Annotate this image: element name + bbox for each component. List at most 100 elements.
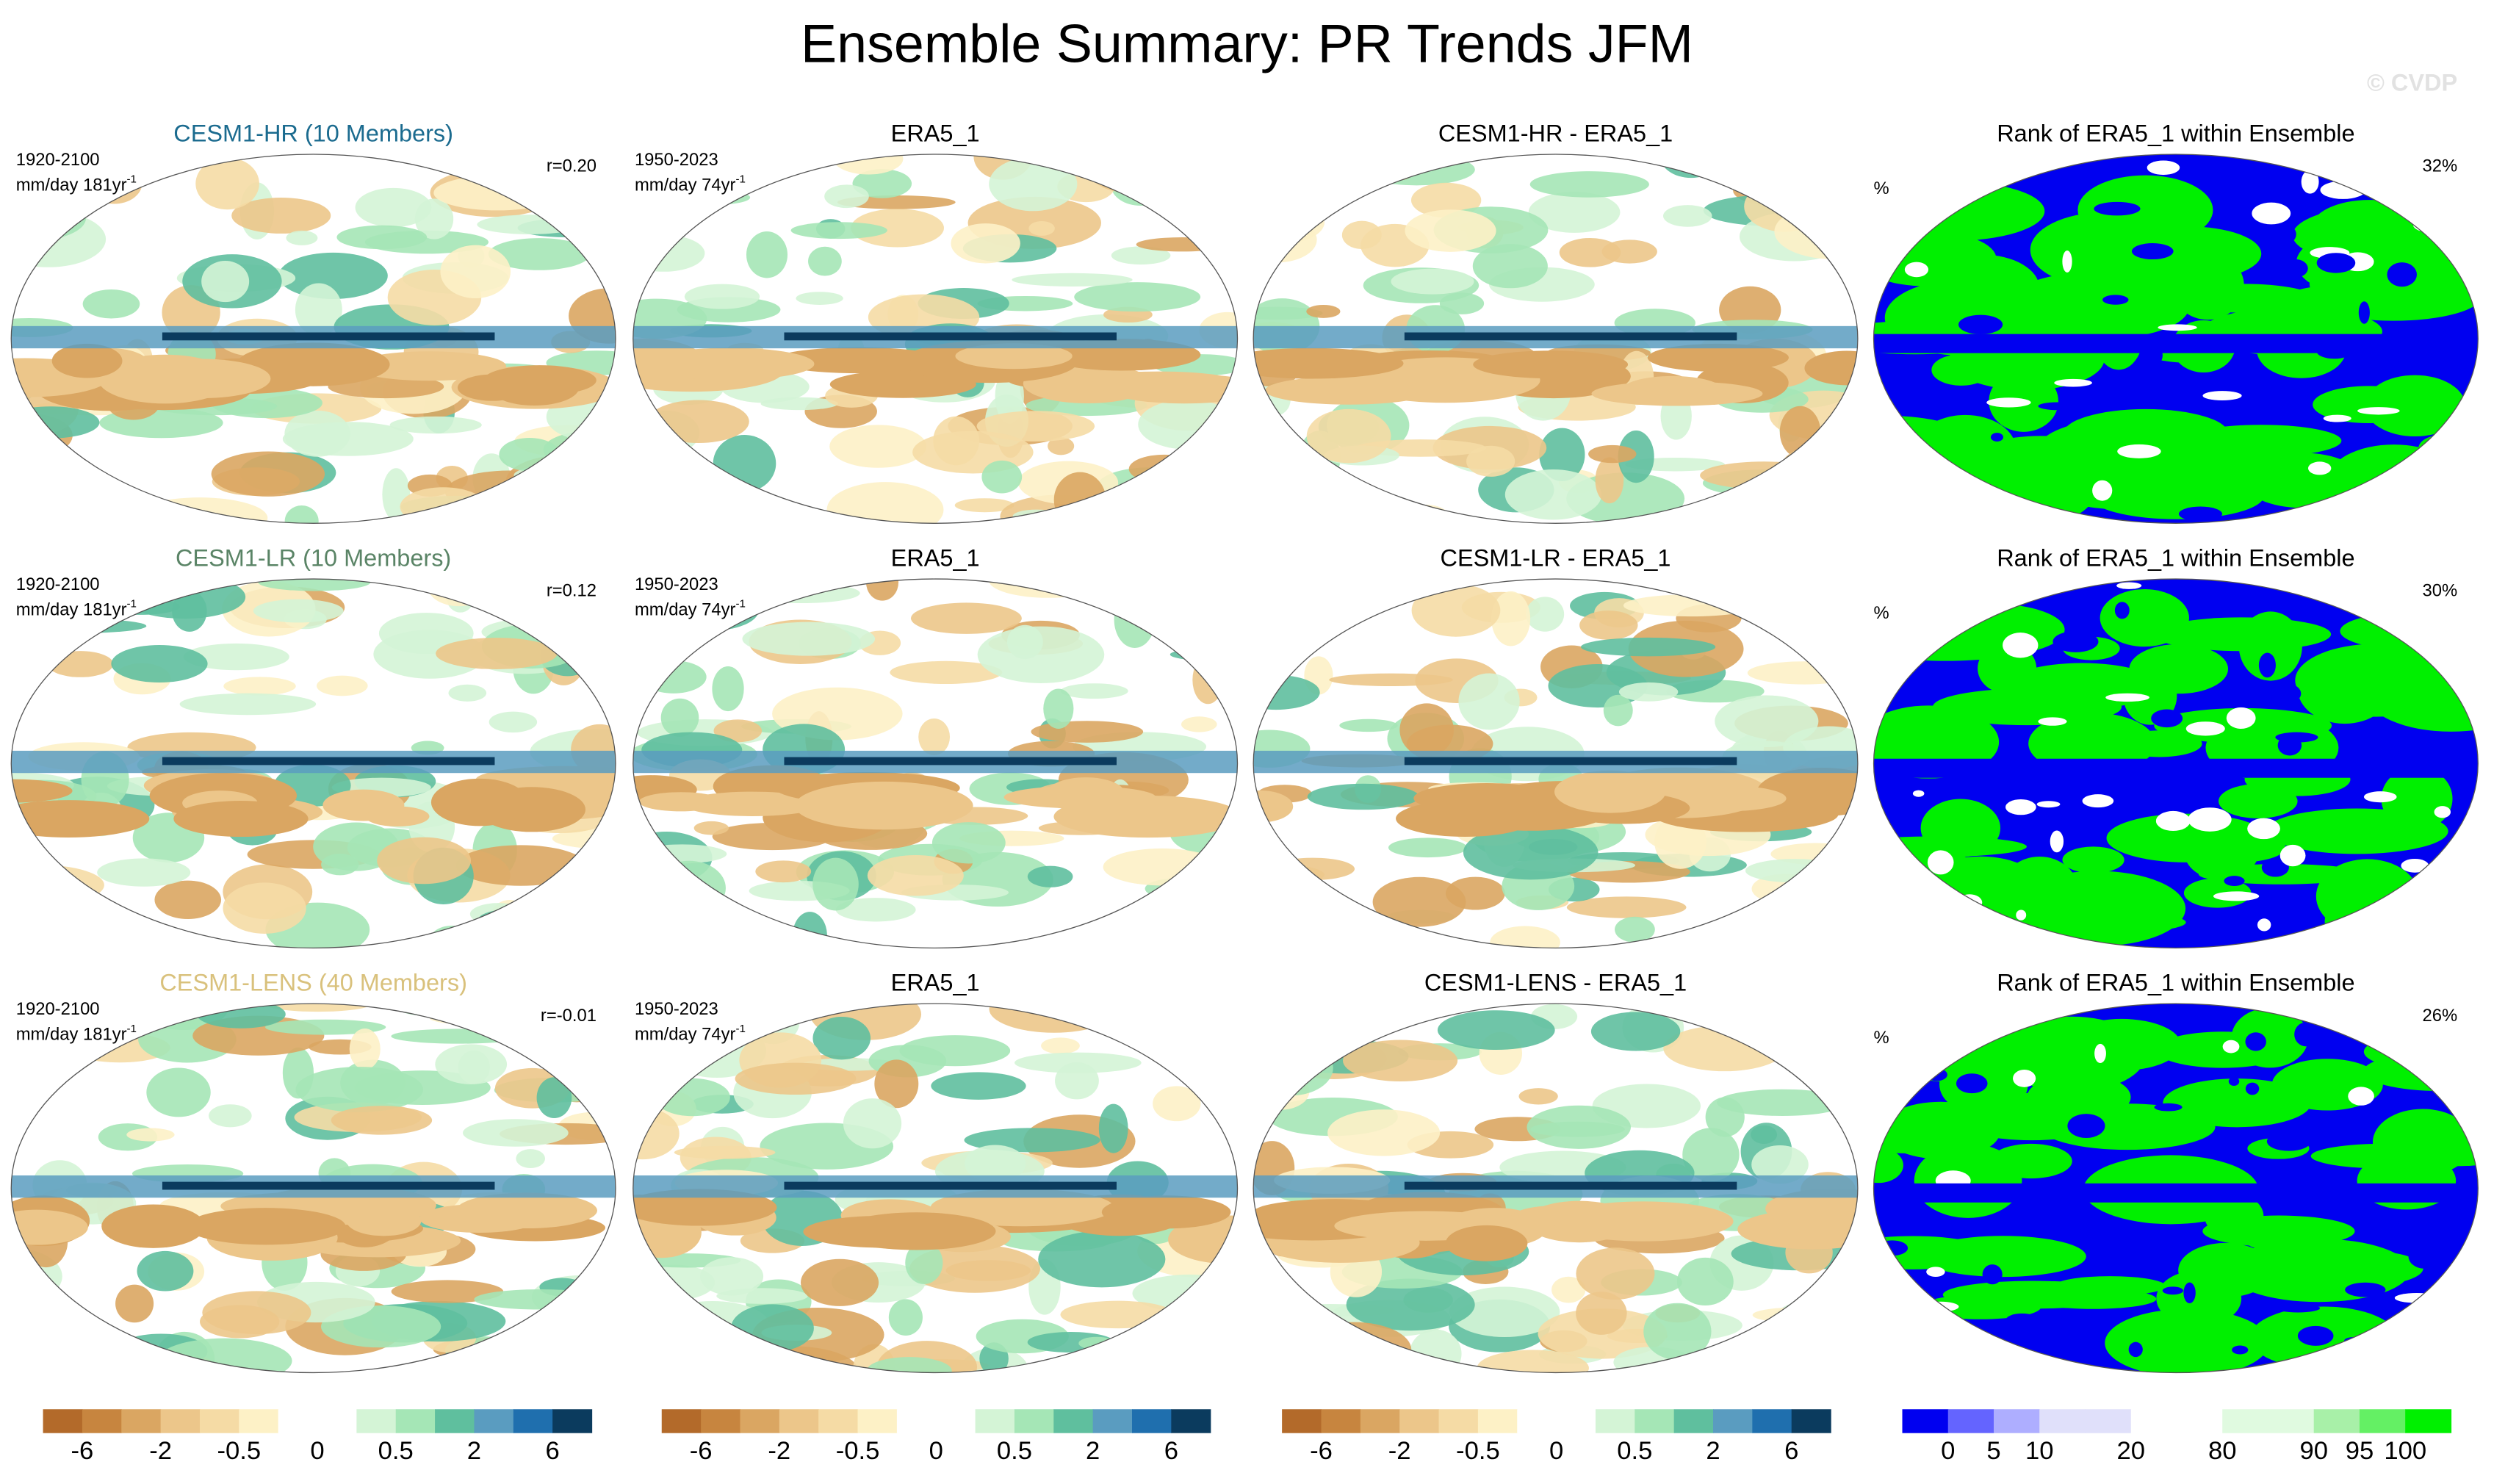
map-blob <box>755 860 812 883</box>
colorbar-label: 0 <box>310 1437 324 1465</box>
map-blob <box>131 497 268 524</box>
map-outline <box>1253 1003 1859 1374</box>
map-blob <box>2323 414 2351 422</box>
colorbar-swatch <box>1595 1409 1635 1433</box>
map-blob <box>1316 585 1364 624</box>
map-blob <box>1773 197 1836 211</box>
map-blob <box>2155 810 2191 832</box>
map-blob <box>1098 1103 1128 1153</box>
map-blob <box>82 289 140 319</box>
map-blob <box>1327 1109 1441 1156</box>
map-blob <box>414 198 454 239</box>
map-blob <box>843 1098 902 1149</box>
map-blob <box>2364 375 2465 437</box>
map-blob <box>2391 607 2479 640</box>
map-blob <box>278 252 388 299</box>
map-blob <box>511 191 592 205</box>
map-blob <box>365 806 430 826</box>
pattern-correlation: r=0.12 <box>547 581 597 601</box>
colorbar-label: -0.5 <box>1456 1437 1500 1465</box>
map-blob <box>1539 428 1585 482</box>
map-blob <box>910 602 1022 634</box>
map-blob <box>474 1289 606 1310</box>
units-text: mm/day 181yr <box>16 176 127 195</box>
map-blob <box>2102 295 2129 305</box>
map-blob <box>1396 800 1535 838</box>
map-blob <box>2245 1082 2260 1095</box>
map-blob <box>712 666 744 712</box>
map-blob <box>1742 581 1837 610</box>
map-blob <box>2162 1286 2184 1295</box>
map-outline <box>1873 154 2479 524</box>
map-blob <box>2307 461 2332 475</box>
map-band <box>784 1181 1117 1190</box>
map-blob <box>183 643 289 671</box>
map-blob <box>173 800 309 838</box>
map-blob <box>1927 850 1954 875</box>
map-blob <box>909 1245 1041 1293</box>
map-blob <box>954 498 1014 513</box>
map-blob <box>2188 807 2232 832</box>
map-blob <box>1643 1303 1712 1361</box>
map-blob <box>1038 1231 1166 1288</box>
map-band <box>1873 334 2479 353</box>
map-blob <box>1472 244 1548 289</box>
map-blob <box>1618 682 1679 702</box>
map-blob <box>1673 785 1787 812</box>
map-blob <box>965 1145 1026 1183</box>
map-blob <box>1031 721 1144 743</box>
map-blob <box>569 498 601 515</box>
map-blob <box>134 359 271 399</box>
map-blob <box>1255 594 1300 621</box>
colorbar-label: 6 <box>1164 1437 1178 1465</box>
map-blob <box>1990 433 2003 442</box>
map-blob <box>1253 1315 1350 1352</box>
map-blob <box>1663 1025 1787 1072</box>
units: mm/day 74yr-1 <box>635 1023 746 1045</box>
map-blob <box>1777 469 1858 505</box>
map-blob <box>253 599 344 623</box>
map-blob <box>689 1359 768 1373</box>
colorbar-swatch <box>701 1409 741 1433</box>
map-blob <box>39 881 95 934</box>
map-blob <box>200 1305 280 1339</box>
colorbar-label: 0.5 <box>997 1437 1032 1465</box>
map-blob <box>772 347 945 374</box>
map-blob <box>455 845 586 886</box>
map-blob <box>2178 506 2223 522</box>
map-blob <box>2232 1345 2249 1355</box>
map-blob <box>2265 808 2448 854</box>
map-blob <box>1139 1333 1174 1373</box>
map-blob <box>931 822 1006 864</box>
colorbar-swatch <box>1902 1409 1949 1433</box>
map-blob <box>1779 406 1821 458</box>
map-blob <box>735 1062 857 1095</box>
map-blob <box>1579 610 1638 640</box>
map-blob <box>2036 801 2061 808</box>
map-blob <box>137 1250 194 1292</box>
map-blob <box>2257 918 2271 932</box>
colorbar-label: 0 <box>1941 1437 1955 1465</box>
colorbar-swatch <box>2176 1409 2223 1433</box>
colorbar-swatch <box>513 1409 553 1433</box>
panel-title: CESM1-LR (10 Members) <box>176 545 451 572</box>
map-blob <box>1986 397 2031 408</box>
map-blob <box>1160 907 1238 940</box>
colorbar-swatch <box>2268 1409 2315 1433</box>
map-blob <box>637 844 727 864</box>
map-blob <box>430 778 528 826</box>
colorbar-label: -0.5 <box>836 1437 880 1465</box>
map-blob <box>866 1357 952 1373</box>
map-blob <box>513 462 616 488</box>
map-blob <box>2105 693 2149 702</box>
map-blob <box>655 1078 730 1117</box>
map-blob <box>1504 469 1602 520</box>
map-blob <box>1358 154 1475 186</box>
map-blob <box>1178 190 1238 231</box>
map-blob <box>223 882 306 934</box>
units-text: mm/day 74yr <box>635 176 736 195</box>
map-blob <box>2238 611 2302 681</box>
map-blob <box>568 640 616 682</box>
map-blob <box>565 1060 616 1095</box>
